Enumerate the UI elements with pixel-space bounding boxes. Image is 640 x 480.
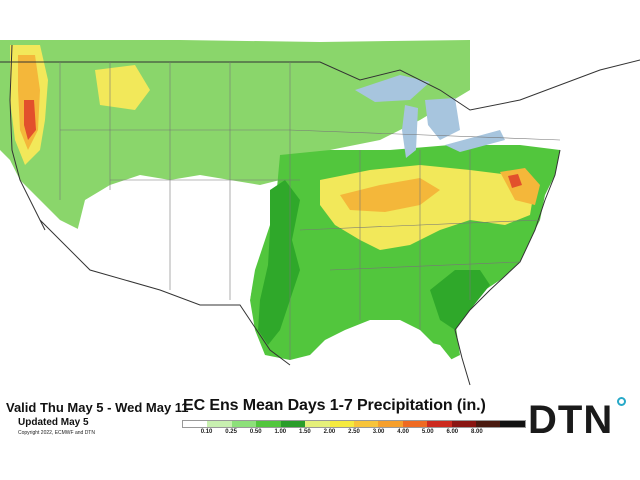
gulf-of-mexico [280,335,470,390]
legend-colorbar [182,420,526,428]
updated-date-text: Updated May 5 [18,417,89,428]
copyright-text: Copyright 2022, ECMWF and DTN [18,430,95,436]
us-coastline-west [9,44,46,231]
legend-swatch [183,421,208,427]
legend-tick-label: 6.00 [446,429,459,435]
legend-swatch [476,421,501,427]
legend-swatch [280,421,306,427]
legend-swatch [329,421,354,427]
legend-swatch [500,421,525,427]
legend-tick-label: 3.00 [372,429,385,435]
us-border-north [0,59,640,111]
lake-michigan [402,105,418,158]
legend-ticks: 0.10 0.25 0.50 1.00 1.50 2.00 2.50 3.00 4.00 5.00… [182,429,526,439]
precip-zone-orange-ohio-valley [340,178,440,212]
map-area [0,40,640,390]
legend-tick-label: 0.25 [225,429,237,435]
legend-tick-label: 8.00 [471,429,483,435]
legend-swatch [256,421,281,427]
legend-tick-label: 0.50 [249,429,262,435]
legend-swatch [451,421,477,427]
legend-swatch [427,421,452,427]
precip-zone-red-pennsylvania [508,174,522,188]
legend-tick-label: 4.00 [397,429,409,435]
lake-erie-ontario [445,130,505,152]
legend-tick-label: 1.50 [299,429,311,435]
legend-swatch [231,421,257,427]
legend-swatch [207,421,232,427]
legend-tick-label: 1.00 [274,429,287,435]
us-border-south [39,219,291,366]
dtn-logo: DTN [528,398,614,442]
us-coastline-east [454,149,561,386]
precip-zone-dark-green-plains [258,180,300,345]
legend-tick-label: 0.10 [200,429,213,435]
lake-huron [425,98,460,140]
valid-period-text: Valid Thu May 5 - Wed May 11 [6,400,189,415]
lake-superior [355,75,430,102]
legend-swatch [305,421,330,427]
map-title: EC Ens Mean Days 1-7 Precipitation (in.) [183,397,486,414]
legend-tick-label: 2.00 [323,429,336,435]
dry-southwest [75,178,268,300]
legend-swatch [378,421,403,427]
precip-zone-dark-green-southeast [430,270,490,330]
legend-tick-label: 5.00 [421,429,434,435]
state-boundaries [59,62,561,360]
legend-swatch [353,421,379,427]
dtn-logo-dot-icon [617,397,626,406]
precip-zone-red-pacific-nw [24,100,36,140]
precip-zone-yellow-rockies [95,65,150,110]
legend-swatch [402,421,428,427]
legend-tick-label: 2.50 [348,429,360,435]
precip-zone-yellow-midwest [320,165,535,250]
